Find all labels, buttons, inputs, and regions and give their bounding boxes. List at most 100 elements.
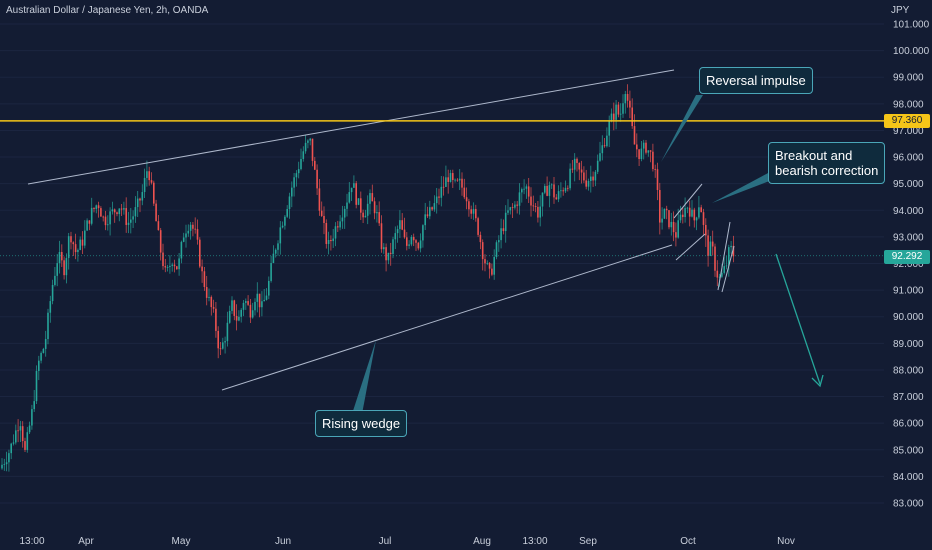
candle-body bbox=[61, 251, 63, 261]
candle-body bbox=[318, 188, 321, 211]
candle-body bbox=[364, 215, 367, 218]
candle-body bbox=[350, 187, 353, 193]
x-tick-label: May bbox=[172, 536, 191, 547]
candle-body bbox=[208, 296, 210, 298]
flag-upper-line[interactable] bbox=[673, 183, 703, 219]
candle-body bbox=[130, 219, 132, 223]
y-tick-label: 86.000 bbox=[893, 419, 924, 430]
candle-body bbox=[442, 186, 445, 188]
candle-body bbox=[348, 192, 351, 203]
candle-body bbox=[406, 237, 408, 246]
wedge-lower-line[interactable] bbox=[221, 244, 673, 391]
candle-body bbox=[389, 252, 392, 254]
candle-body bbox=[171, 264, 173, 266]
candle-body bbox=[682, 214, 684, 218]
candle-body bbox=[557, 191, 560, 200]
candle-body bbox=[725, 265, 728, 267]
flag-lower-line[interactable] bbox=[675, 233, 706, 261]
projection-arrow-head bbox=[811, 374, 824, 388]
candle-body bbox=[617, 104, 620, 115]
candle-body bbox=[573, 158, 576, 170]
y-tick-label: 96.000 bbox=[893, 153, 924, 164]
candle-body bbox=[447, 177, 449, 182]
candle-body bbox=[698, 207, 700, 218]
candle-body bbox=[150, 180, 153, 183]
candle-body bbox=[360, 198, 362, 213]
candle-body bbox=[541, 192, 544, 207]
candle-body bbox=[665, 208, 668, 211]
candle-body bbox=[226, 322, 229, 342]
candle-body bbox=[284, 216, 286, 226]
candle-body bbox=[376, 212, 378, 214]
candle-body bbox=[645, 142, 647, 153]
candle-body bbox=[452, 173, 454, 181]
candle-body bbox=[592, 176, 594, 181]
currency-unit: JPY bbox=[891, 5, 910, 16]
flag2-lower-line[interactable] bbox=[721, 245, 735, 293]
candle-body bbox=[709, 241, 712, 256]
candle-body bbox=[320, 210, 323, 216]
wedge-pointer bbox=[352, 340, 376, 414]
candle-body bbox=[10, 443, 12, 454]
wedge-upper-line[interactable] bbox=[27, 69, 675, 185]
candle-body bbox=[274, 249, 277, 254]
reversal-pointer bbox=[661, 95, 703, 162]
candle-body bbox=[281, 225, 284, 228]
candle-body bbox=[707, 235, 709, 256]
candle-body bbox=[716, 270, 719, 278]
candle-body bbox=[343, 208, 346, 218]
candle-body bbox=[21, 426, 24, 442]
rising-wedge-note[interactable]: Rising wedge bbox=[315, 410, 408, 437]
candle-body bbox=[132, 216, 134, 220]
candle-body bbox=[254, 301, 256, 311]
candle-body bbox=[622, 103, 624, 114]
candle-body bbox=[491, 268, 493, 275]
candle-body bbox=[33, 401, 35, 410]
x-tick-label: Aug bbox=[473, 536, 491, 547]
candle-body bbox=[550, 184, 553, 186]
candle-body bbox=[378, 212, 380, 224]
candle-body bbox=[44, 339, 47, 349]
candle-body bbox=[652, 151, 654, 170]
candle-body bbox=[449, 173, 452, 182]
candle-body bbox=[24, 441, 26, 450]
candle-body bbox=[583, 172, 585, 181]
candle-body bbox=[295, 173, 298, 178]
breakout-note[interactable]: Breakout and bearish correction bbox=[768, 142, 886, 184]
candle-body bbox=[17, 430, 19, 432]
candle-body bbox=[488, 262, 491, 269]
candle-body bbox=[468, 201, 470, 210]
y-tick-label: 99.000 bbox=[893, 73, 924, 84]
candle-body bbox=[210, 296, 213, 308]
x-axis: 13:00 Apr May Jun Jul Aug 13:00 Sep Oct Nov bbox=[19, 536, 794, 547]
candle-body bbox=[732, 245, 735, 257]
candle-body bbox=[182, 237, 185, 242]
candle-body bbox=[72, 242, 75, 245]
candle-body bbox=[576, 158, 578, 163]
candle-body bbox=[109, 211, 111, 225]
candle-body bbox=[123, 208, 125, 210]
candle-body bbox=[247, 301, 249, 305]
candle-body bbox=[479, 234, 482, 243]
candle-body bbox=[240, 309, 242, 317]
reversal-impulse-note[interactable]: Reversal impulse bbox=[699, 67, 813, 94]
candle-body bbox=[445, 177, 447, 187]
candle-body bbox=[90, 207, 93, 224]
candle-body bbox=[718, 276, 721, 278]
y-tick-label: 90.000 bbox=[893, 312, 924, 323]
candle-body bbox=[601, 145, 604, 154]
candle-body bbox=[387, 252, 390, 261]
candle-body bbox=[65, 258, 68, 276]
candle-body bbox=[166, 267, 169, 268]
candle-body bbox=[297, 169, 300, 174]
candle-body bbox=[596, 160, 599, 172]
candle-body bbox=[74, 244, 77, 253]
candle-body bbox=[569, 168, 571, 189]
y-tick-label: 84.000 bbox=[893, 472, 924, 483]
candle-body bbox=[201, 266, 203, 272]
candle-body bbox=[571, 168, 574, 170]
candle-body bbox=[111, 209, 114, 212]
projection-arrow-line[interactable] bbox=[775, 253, 821, 385]
chart-title: Australian Dollar / Japanese Yen, 2h, OA… bbox=[6, 5, 209, 16]
candle-body bbox=[399, 220, 401, 230]
